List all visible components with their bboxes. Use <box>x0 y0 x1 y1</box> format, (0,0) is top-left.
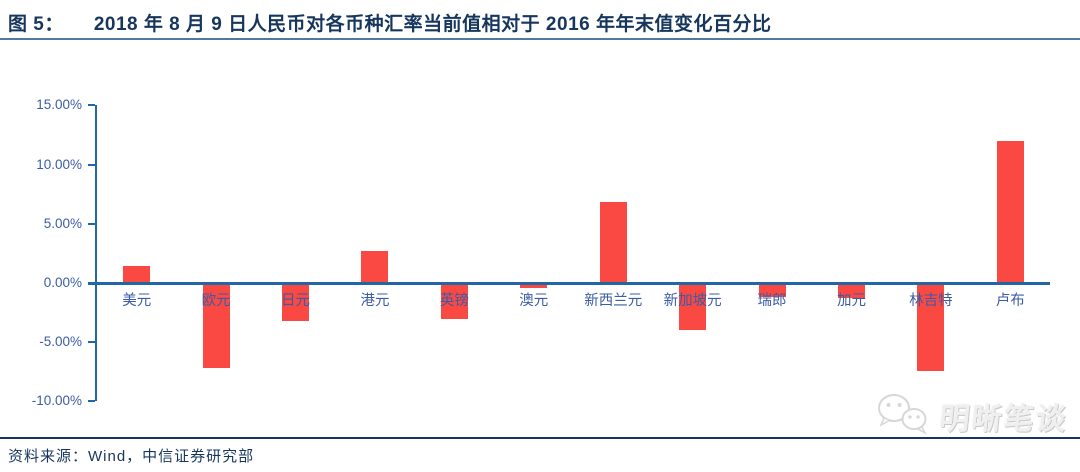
watermark-text: 明晰笔谈 <box>937 403 1070 436</box>
source-note: 资料来源：Wind，中信证券研究部 <box>8 448 255 465</box>
title-divider <box>0 38 1080 40</box>
chart-bar <box>679 283 707 331</box>
chart-bar <box>917 283 945 371</box>
x-axis-category-label: 新加坡元 <box>663 293 722 309</box>
y-axis-line <box>95 105 97 402</box>
x-axis-category-label: 欧元 <box>201 293 231 309</box>
x-axis-category-label: 英镑 <box>439 293 469 309</box>
chart-bar <box>599 202 627 283</box>
watermark: 明晰笔谈 <box>874 391 1070 442</box>
y-axis-tick-label: 10.00% <box>36 156 82 172</box>
y-axis-tick <box>88 400 95 403</box>
wechat-chat-bubbles-icon <box>874 391 932 442</box>
y-axis-tick-label: 15.00% <box>36 97 82 113</box>
y-axis-tick-label: -10.00% <box>31 393 82 409</box>
chart-bar <box>837 283 865 299</box>
x-axis-category-label: 瑞郎 <box>757 293 787 309</box>
chart-bar <box>440 283 468 319</box>
y-axis-tick-label: 5.00% <box>43 215 82 231</box>
figure-header: 图 5： 2018 年 8 月 9 日人民币对各币种汇率当前值相对于 2016 … <box>8 9 771 36</box>
x-axis-category-label: 美元 <box>122 293 152 309</box>
x-axis-category-label: 澳元 <box>519 293 549 309</box>
chart-bar <box>996 140 1024 283</box>
figure-label: 图 5： <box>8 14 64 35</box>
y-axis-tick-label: 0.00% <box>43 275 82 290</box>
footer-divider <box>0 437 1080 439</box>
x-axis-category-label: 加元 <box>836 293 866 309</box>
zero-axis-line <box>88 282 1050 285</box>
chart-bar <box>520 283 548 288</box>
chart-bar <box>202 283 230 369</box>
chart-bar <box>758 283 786 298</box>
x-axis-category-label: 新西兰元 <box>584 293 643 309</box>
y-axis-tick <box>88 341 95 344</box>
x-axis-category-label: 港元 <box>360 293 390 309</box>
y-axis-tick <box>88 222 95 225</box>
chart-bar <box>282 283 310 321</box>
x-axis-category-label: 卢布 <box>995 293 1025 309</box>
x-axis-category-label: 日元 <box>281 293 311 309</box>
chart-bar <box>361 251 389 283</box>
x-axis-category-label: 林吉特 <box>909 293 953 309</box>
y-axis-tick <box>88 163 95 166</box>
figure-title: 2018 年 8 月 9 日人民币对各币种汇率当前值相对于 2016 年年末值变… <box>93 14 772 35</box>
y-axis-tick-label: -5.00% <box>39 334 82 350</box>
y-axis-tick <box>88 104 95 107</box>
chart-bar <box>123 266 151 283</box>
